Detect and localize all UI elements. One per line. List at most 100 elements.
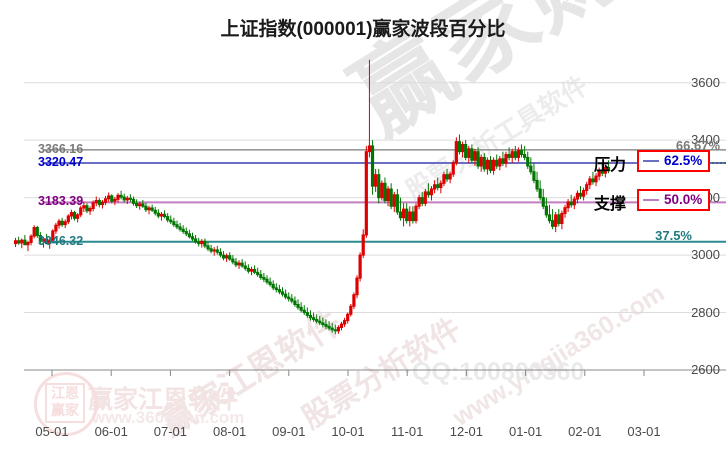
candle-body: [280, 291, 285, 295]
candle-body: [585, 184, 589, 191]
candle-body: [91, 202, 95, 210]
y-axis-tick-label: 3000: [691, 247, 720, 263]
candle-body: [498, 158, 502, 167]
candle-body: [408, 211, 412, 222]
candle-body: [221, 254, 226, 259]
candle-body: [110, 195, 114, 202]
candle-body: [389, 188, 393, 207]
candle-body: [395, 194, 399, 213]
x-axis-tick-label: 01-01: [508, 424, 543, 439]
candle-body: [318, 320, 322, 324]
candle-body: [591, 178, 595, 183]
candle-body: [488, 159, 493, 171]
candle-body: [94, 200, 98, 204]
candle-body: [290, 298, 294, 302]
candle-body: [544, 205, 548, 216]
candle-body: [200, 240, 204, 245]
candle-series: [13, 59, 611, 335]
candle-body: [150, 207, 154, 211]
candle-body: [215, 249, 219, 253]
candle-body: [225, 255, 229, 259]
candle-body: [32, 227, 36, 237]
candle-body: [504, 154, 508, 164]
candle-body: [20, 239, 24, 244]
candle-body: [358, 254, 362, 279]
candle-body: [392, 194, 396, 207]
candle-body: [349, 305, 353, 315]
candle-body: [209, 248, 213, 252]
candle-body: [526, 156, 530, 167]
candle-body: [113, 198, 117, 202]
x-axis-tick-label: 12-01: [449, 424, 484, 439]
candle-body: [339, 323, 344, 328]
level-line-swatch: [643, 159, 659, 162]
candle-body: [336, 326, 340, 332]
candle-body: [529, 165, 533, 173]
candle-body: [82, 205, 86, 209]
candle-body: [178, 226, 182, 230]
x-axis-tick-label: 06-01: [94, 424, 128, 439]
x-axis-tick-label: 02-01: [568, 424, 602, 439]
candle-body: [367, 145, 372, 153]
x-axis-tick-label: 05-01: [35, 424, 69, 439]
candle-body: [457, 141, 462, 153]
candle-body: [566, 201, 570, 209]
candle-body: [69, 212, 74, 217]
candle-body: [342, 320, 347, 325]
resistance-percent-value: 62.5%: [664, 153, 703, 169]
y-axis-tick-label: 3600: [691, 74, 720, 90]
candle-body: [352, 294, 356, 307]
candle-body: [405, 208, 409, 222]
candle-body: [128, 197, 133, 200]
candle-body: [324, 324, 328, 327]
candle-body: [333, 329, 337, 332]
candle-body: [141, 203, 145, 207]
y-axis-tick-label: 2600: [691, 362, 720, 377]
resistance-percent-box[interactable]: 62.5%: [637, 150, 711, 173]
candle-body: [206, 245, 210, 250]
candle-body: [252, 268, 257, 273]
candle-body: [262, 276, 266, 280]
candle-body: [451, 162, 455, 175]
candle-body: [501, 158, 505, 164]
y-axis-tick-label: 3400: [691, 132, 720, 148]
candle-body: [107, 195, 111, 200]
candle-body: [578, 192, 583, 197]
candle-body: [557, 214, 561, 224]
candle-body: [237, 262, 241, 266]
candle-body: [63, 221, 67, 226]
candle-body: [401, 208, 406, 219]
x-axis-tick-label: 08-01: [212, 424, 247, 439]
candle-body: [296, 304, 300, 308]
candle-body: [23, 239, 27, 246]
candle-body: [433, 184, 437, 190]
x-axis-tick-label: 07-01: [153, 424, 188, 439]
candle-body: [181, 228, 185, 233]
candle-body: [485, 159, 489, 170]
candle-body: [374, 174, 378, 187]
candle-body: [495, 159, 499, 167]
candle-body: [274, 287, 278, 291]
candle-body: [330, 327, 334, 331]
candle-body: [311, 317, 316, 320]
candle-body: [119, 194, 123, 198]
candle-body: [54, 224, 58, 232]
candle-body: [364, 151, 368, 236]
candle-body: [414, 205, 418, 222]
candle-body: [38, 235, 42, 242]
candle-body: [454, 141, 458, 164]
candle-body: [398, 211, 403, 219]
candle-body: [228, 255, 232, 260]
x-axis-tick-label: 03-01: [627, 424, 661, 439]
candle-body: [147, 207, 151, 211]
y-axis-tick-label: 2800: [691, 304, 720, 320]
candle-body: [582, 189, 586, 197]
candle-body: [460, 143, 465, 153]
candle-body: [190, 236, 195, 240]
candle-body: [513, 151, 517, 158]
support-percent-box[interactable]: 50.0%: [637, 189, 711, 212]
candle-body: [271, 283, 275, 289]
candle-body: [193, 238, 198, 243]
candle-body: [346, 313, 350, 322]
